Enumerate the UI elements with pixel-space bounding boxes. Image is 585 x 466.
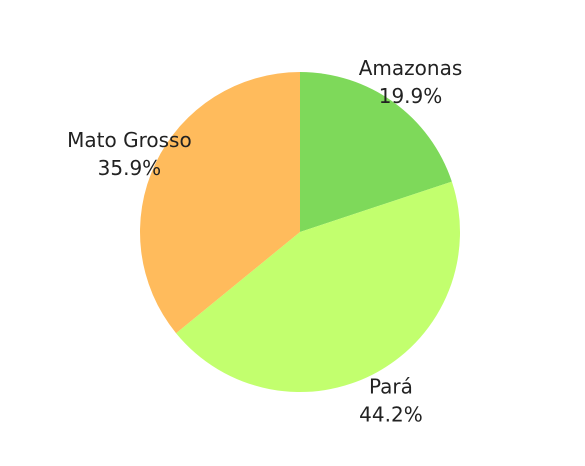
slice-label-group: Pará 44.2% xyxy=(359,374,423,426)
slice-name-label: Pará xyxy=(369,374,413,398)
pie-slice-amazonas xyxy=(300,72,452,232)
pie-slices xyxy=(140,72,460,393)
slice-percent-label: 19.9% xyxy=(379,84,443,108)
slice-name-label: Mato Grosso xyxy=(67,128,192,152)
pie-slice-mato-grosso xyxy=(140,72,300,334)
slice-percent-label: 44.2% xyxy=(359,402,423,426)
slice-label-group: Mato Grosso 35.9% xyxy=(67,128,192,180)
pie-labels: Amazonas 19.9% Pará 44.2% Mato Grosso 35.9% xyxy=(67,56,462,427)
slice-percent-label: 35.9% xyxy=(98,156,162,180)
slice-name-label: Amazonas xyxy=(359,56,463,80)
pie-slice-par- xyxy=(176,181,460,393)
slice-label-group: Amazonas 19.9% xyxy=(359,56,463,108)
